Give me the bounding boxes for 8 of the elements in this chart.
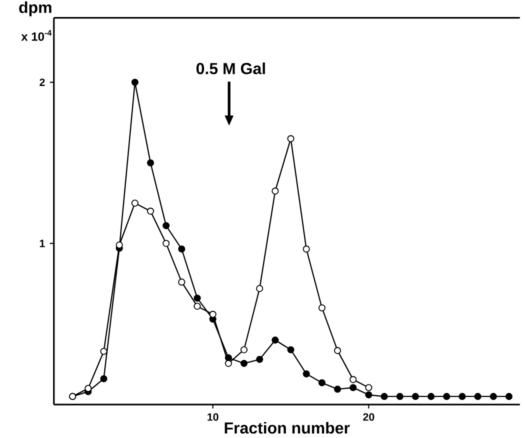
x-tick-label: 10 [208, 413, 218, 421]
y-tick-label: 2 [40, 78, 45, 86]
text: x 10$^{-4}$ [21, 30, 52, 41]
annotation: 0.5 M Gal [196, 62, 265, 74]
y-axis-title: dpm [19, 1, 52, 16]
x-tick-label: 20 [363, 413, 374, 421]
y-tick-label: 1 [40, 240, 45, 248]
x-axis-title: Fraction number [224, 422, 350, 434]
